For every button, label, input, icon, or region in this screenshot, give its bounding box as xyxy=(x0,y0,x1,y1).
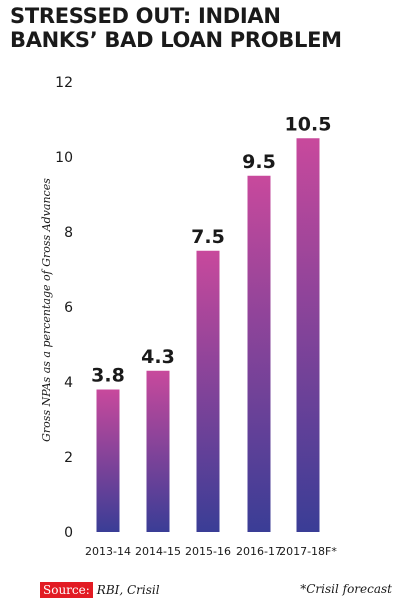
x-tick-label: 2016-17 xyxy=(236,545,282,558)
bar-value-label: 10.5 xyxy=(285,113,332,135)
chart-title-line-2: BANKS’ BAD LOAN PROBLEM xyxy=(10,28,342,52)
x-tick-label: 2017-18F* xyxy=(279,545,337,558)
bar-value-label: 9.5 xyxy=(242,151,276,173)
y-tick-label: 2 xyxy=(64,450,73,466)
bar-value-label: 7.5 xyxy=(191,226,225,248)
y-axis-label: Gross NPAs as a percentage of Gross Adva… xyxy=(40,178,53,442)
footer: Source: RBI, Crisil *Crisil forecast xyxy=(40,582,392,600)
y-tick-label: 8 xyxy=(64,225,73,241)
forecast-footnote: *Crisil forecast xyxy=(300,582,392,596)
x-tick-label: 2014-15 xyxy=(135,545,181,558)
source-text: RBI, Crisil xyxy=(96,583,160,597)
y-tick-label: 10 xyxy=(55,150,73,166)
source-label: Source: xyxy=(40,582,93,598)
x-tick-label: 2013-14 xyxy=(85,545,131,558)
bar-2013-14 xyxy=(96,389,120,532)
bar-2017-18F* xyxy=(296,138,320,532)
y-tick-label: 6 xyxy=(64,300,73,316)
y-tick-label: 0 xyxy=(64,525,73,541)
bar-2015-16 xyxy=(196,250,220,532)
bar-value-label: 3.8 xyxy=(91,365,125,387)
y-tick-label: 12 xyxy=(55,75,73,91)
bar-chart: Gross NPAs as a percentage of Gross Adva… xyxy=(40,75,337,558)
bar-value-label: 4.3 xyxy=(141,346,175,368)
bar-2016-17 xyxy=(247,175,271,532)
chart-title-line-1: STRESSED OUT: INDIAN xyxy=(10,4,281,28)
y-tick-label: 4 xyxy=(64,375,73,391)
chart-title: STRESSED OUT: INDIAN BANKS’ BAD LOAN PRO… xyxy=(10,4,395,52)
bar-2014-15 xyxy=(146,370,170,532)
x-tick-label: 2015-16 xyxy=(185,545,231,558)
